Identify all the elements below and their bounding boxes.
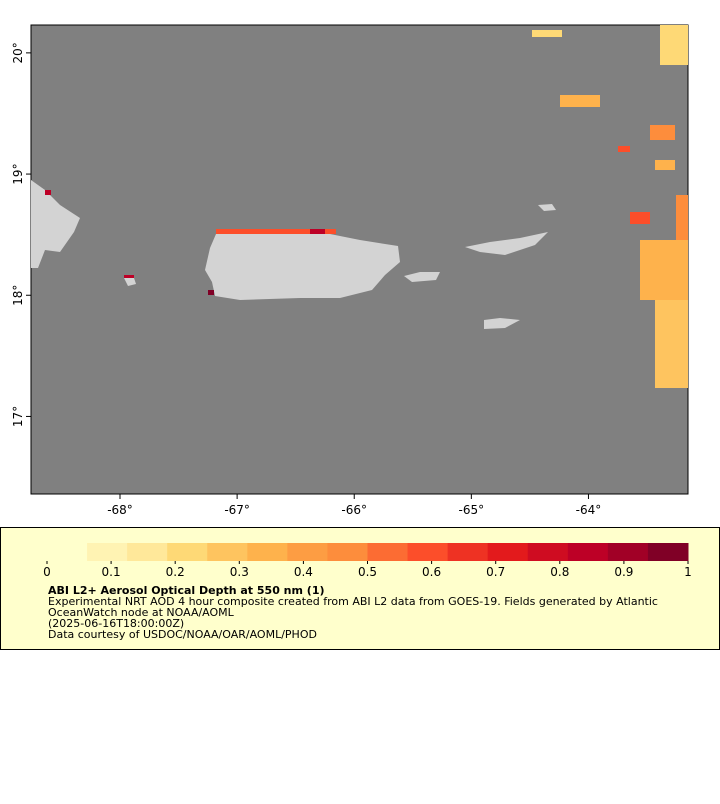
virgin-islands [465,232,548,255]
aerosol-pixel [655,160,675,170]
colorbar-tick-label: 0.8 [550,565,569,579]
colorbar-tick-label: 0 [43,565,51,579]
puerto-rico [205,232,400,300]
x-tick-label: -67° [224,503,250,517]
colorbar-tick-label: 1 [684,565,692,579]
legend-title: ABI L2+ Aerosol Optical Depth at 550 nm … [48,584,325,597]
colorbar-swatch [447,543,489,561]
colorbar-swatch [407,543,449,561]
aerosol-pixel [650,125,675,140]
colorbar-swatch [367,543,409,561]
x-tick-label: -64° [576,503,602,517]
colorbar-tick-label: 0.5 [358,565,377,579]
y-tick-label: 18° [11,285,25,306]
st-croix [484,318,520,329]
axes: -68° -67° -66° -65° -64° 17° 18° 19° 20° [11,42,601,517]
colorbar-swatch [487,543,529,561]
aerosol-pixel [124,275,134,278]
x-tick-label: -68° [107,503,133,517]
anegada [538,204,556,211]
colorbar-swatch [327,543,368,561]
aerosol-pixel [655,300,688,388]
aerosol-pixel [310,229,325,234]
colorbar-swatch [47,543,88,561]
x-tick-label: -66° [341,503,367,517]
colorbar-swatch [567,543,609,561]
colorbar-swatch [527,543,569,561]
legend-line: Experimental NRT AOD 4 hour composite cr… [48,595,658,608]
colorbar-swatch [127,543,168,561]
aerosol-pixel [618,146,630,152]
y-tick-label: 19° [11,163,25,184]
y-tick-label: 17° [11,406,25,427]
colorbar-tick-label: 0.6 [422,565,441,579]
x-tick-label: -65° [459,503,485,517]
aerosol-pixel [560,95,600,107]
aerosol-pixel [45,190,51,195]
mona [124,278,136,286]
colorbar-tick-label: 0.7 [486,565,505,579]
colorbar-tick-label: 0.2 [166,565,185,579]
aerosol-pixel [676,195,688,240]
legend-line: OceanWatch node at NOAA/AOML [48,606,235,619]
colorbar-swatch [287,543,328,561]
y-tick-label: 20° [11,42,25,63]
land [31,180,556,329]
legend-line: Data courtesy of USDOC/NOAA/OAR/AOML/PHO… [48,628,317,641]
colorbar-swatch [167,543,208,561]
colorbar: 0 0.1 0.2 0.3 0.4 0.5 0.6 0.7 0.8 0.9 1 [43,543,692,579]
aerosol-pixel [630,212,650,224]
colorbar-swatch [247,543,288,561]
colorbar-tick-label: 0.4 [294,565,313,579]
colorbar-swatch [207,543,248,561]
colorbar-tick-label: 0.1 [102,565,121,579]
aerosol-pixel [532,30,562,37]
colorbar-swatch [607,543,649,561]
aerosol-pixel [208,290,214,295]
vieques [404,272,440,282]
colorbar-tick-label: 0.9 [614,565,633,579]
colorbar-tick-label: 0.3 [230,565,249,579]
aerosol-pixel [660,25,688,65]
colorbar-swatch [647,543,689,561]
hispaniola [31,180,80,268]
aerosol-pixel [640,240,688,300]
colorbar-swatch [87,543,128,561]
aerosol-pixel [216,229,336,234]
legend-line: (2025-06-16T18:00:00Z) [48,617,184,630]
aerosol [45,25,688,388]
